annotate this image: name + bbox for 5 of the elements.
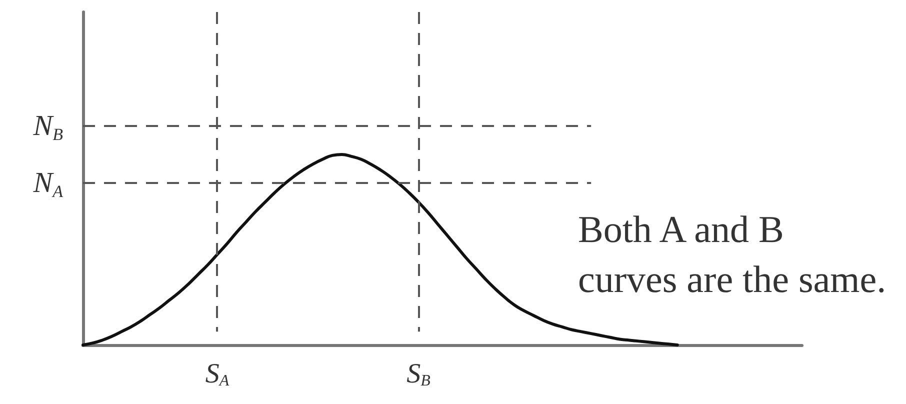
- ref-line-label: N$_{B}$: [33, 110, 63, 144]
- ref-line-label: N$_{A}$: [33, 167, 63, 202]
- annotation: Both A and B curves are the same.: [578, 209, 886, 301]
- x-tick-label: SB: [406, 358, 431, 390]
- x-tick-label: SA: [205, 358, 230, 390]
